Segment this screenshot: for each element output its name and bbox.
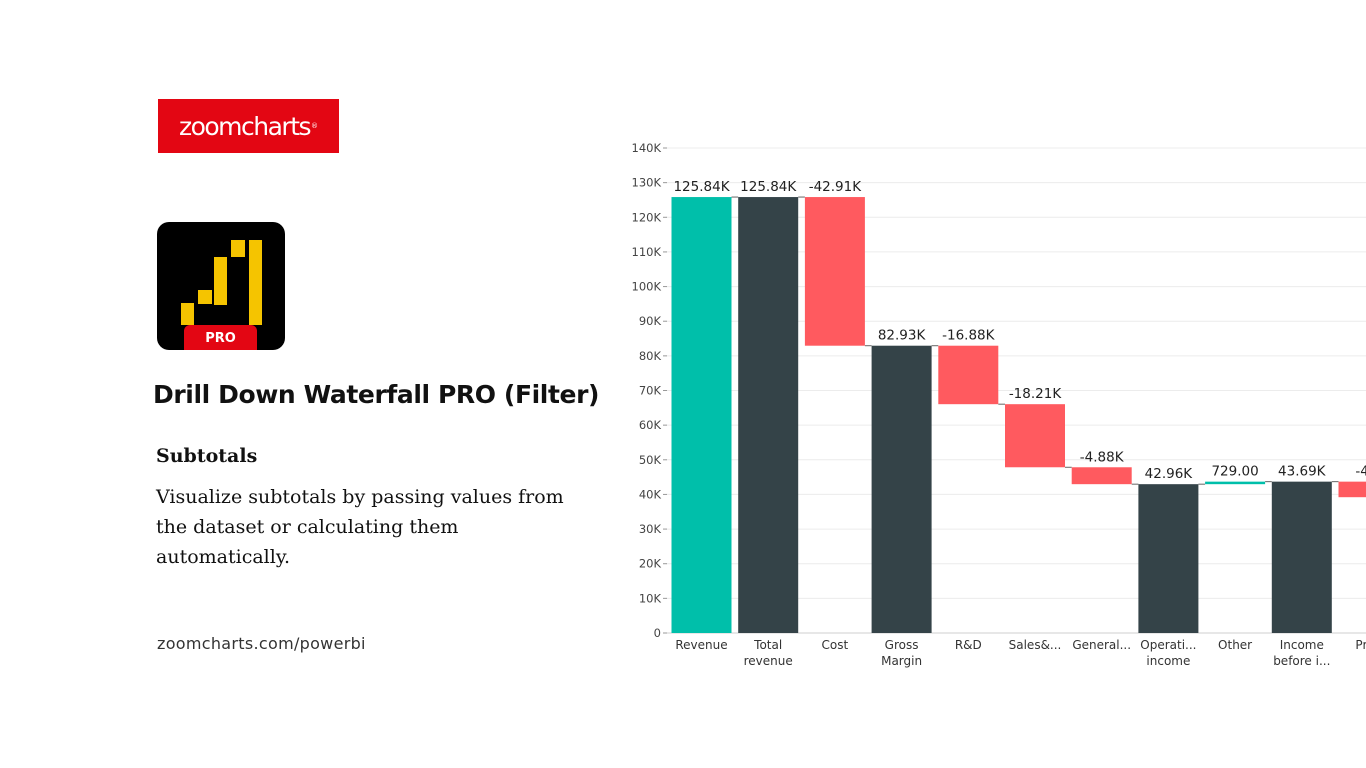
y-tick-label: 70K <box>639 384 662 398</box>
data-label: 125.84K <box>740 179 797 195</box>
category-label: R&D <box>955 638 982 652</box>
category-label: Revenue <box>675 638 727 652</box>
zoomcharts-logo: zoomcharts ® <box>158 99 339 153</box>
category-label: Prov <box>1355 638 1366 652</box>
category-label: Gross <box>885 638 919 652</box>
bar-decrease <box>938 345 999 405</box>
y-tick-label: 0 <box>654 626 661 640</box>
y-tick-label: 10K <box>639 591 662 605</box>
category-label: income <box>1146 654 1190 668</box>
y-tick-label: 40K <box>639 487 662 501</box>
product-title: Drill Down Waterfall PRO (Filter) <box>153 380 600 409</box>
y-tick-label: 50K <box>639 453 662 467</box>
y-tick-label: 60K <box>639 418 662 432</box>
bar-increase <box>1205 481 1266 485</box>
footer-url: zoomcharts.com/powerbi <box>157 634 366 653</box>
bar-total <box>1271 481 1332 633</box>
data-label: -42.91K <box>809 179 863 195</box>
section-description: Visualize subtotals by passing values fr… <box>156 486 564 568</box>
y-tick-label: 120K <box>632 210 662 224</box>
y-tick-label: 30K <box>639 522 662 536</box>
logo-text: zoomcharts <box>178 111 312 141</box>
bar-decrease <box>1338 481 1366 498</box>
category-label: revenue <box>744 654 793 668</box>
category-label: Other <box>1218 638 1252 652</box>
logo-registered-mark: ® <box>311 122 319 130</box>
data-label: -16.88K <box>942 328 996 344</box>
bar-increase <box>671 197 732 633</box>
category-label: Total <box>753 638 782 652</box>
y-tick-label: 100K <box>632 280 662 294</box>
waterfall-app-icon: PRO <box>157 222 285 350</box>
category-label: Income <box>1280 638 1324 652</box>
bar-decrease <box>1005 404 1065 468</box>
data-label: 43.69K <box>1278 464 1327 480</box>
y-tick-label: 90K <box>639 314 662 328</box>
bar-total <box>871 345 932 633</box>
waterfall-chart: 0 10K 20K 30K 40K 50K 60K 70K 80K 90K 100K 110K 120K… <box>620 130 1366 690</box>
category-label: Sales&... <box>1009 638 1062 652</box>
data-label: 125.84K <box>673 179 730 195</box>
category-label: before i... <box>1273 654 1330 668</box>
category-label: Margin <box>881 654 922 668</box>
category-label: Cost <box>822 638 849 652</box>
bar-total <box>1138 484 1199 633</box>
data-label: 42.96K <box>1145 466 1194 482</box>
bar-total <box>738 197 799 633</box>
y-tick-label: 80K <box>639 349 662 363</box>
pro-badge: PRO <box>184 325 257 350</box>
data-label: 82.93K <box>878 328 927 344</box>
data-label: -18.21K <box>1009 386 1063 402</box>
data-label: -4.4 <box>1355 464 1366 480</box>
waterfall-bars-icon <box>181 240 262 325</box>
data-label: 729.00 <box>1211 464 1258 480</box>
data-label: -4.88K <box>1080 449 1125 465</box>
y-tick-label: 110K <box>632 245 662 259</box>
y-tick-label: 130K <box>632 176 662 190</box>
bar-decrease <box>1071 467 1132 485</box>
y-tick-label: 20K <box>639 557 662 571</box>
waterfall-chart-svg: 0 10K 20K 30K 40K 50K 60K 70K 80K 90K 100K 110K 120K… <box>632 141 1366 668</box>
section-title: Subtotals <box>156 445 258 467</box>
y-tick-label: 140K <box>632 141 662 155</box>
bar-decrease <box>804 197 865 346</box>
category-label: Operati... <box>1140 638 1196 652</box>
category-label: General... <box>1072 638 1131 652</box>
